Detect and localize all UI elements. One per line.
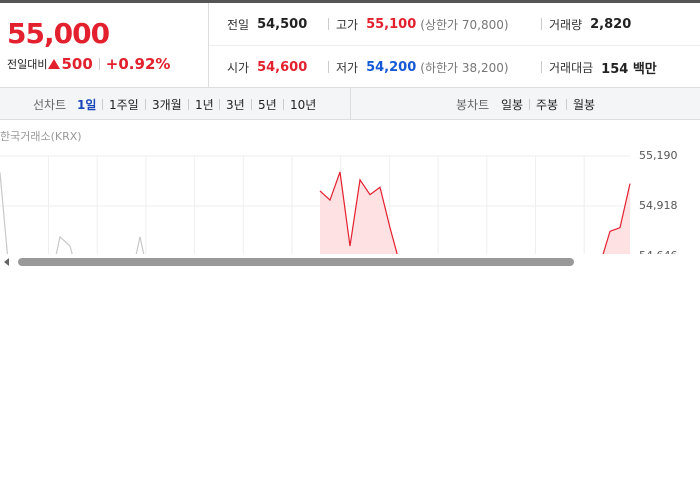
change: 전일대비 500 +0.92%	[7, 55, 170, 73]
change-value: 500	[61, 55, 93, 73]
stat-label: 저가	[336, 60, 359, 75]
chart-source: 한국거래소(KRX)	[0, 130, 82, 143]
quote-header: 55,000 전일대비 500 +0.92% 전일 54,500 고가 55,100(…	[0, 0, 700, 88]
candle-tab[interactable]: 월봉	[573, 98, 596, 112]
divider	[145, 99, 146, 110]
stat: 전일 54,500	[227, 16, 307, 33]
divider	[219, 99, 220, 110]
price-box: 55,000 전일대비 500 +0.92%	[0, 3, 209, 88]
period-tab[interactable]: 3개월	[152, 98, 182, 112]
scrollbar[interactable]	[0, 254, 700, 268]
change-rate: +0.92%	[105, 55, 171, 73]
period-tab[interactable]: 5년	[258, 98, 277, 112]
y-tick-label: 54,646	[639, 249, 678, 254]
price: 55,000	[7, 17, 110, 50]
divider	[541, 18, 542, 30]
period-tab[interactable]: 1주일	[109, 98, 139, 112]
divider	[566, 99, 567, 110]
stat-label: 시가	[227, 60, 250, 75]
price-line	[0, 172, 145, 254]
stat-row: 시가 54,600 저가 54,200 (하한가 38,200) 거래대금 154 백만	[209, 46, 700, 88]
divider	[328, 61, 329, 73]
divider	[328, 18, 329, 30]
divider	[541, 61, 542, 73]
period-tab[interactable]: 10년	[290, 98, 317, 112]
chart-tabs: 선차트 1일 1주일 3개월 1년 3년 5년 10년 봉차트 일봉 주봉 월봉	[0, 88, 700, 120]
stat: 시가 54,600	[227, 59, 307, 76]
stat-note: (하한가 38,200)	[420, 60, 509, 75]
divider	[188, 99, 189, 110]
stat-row: 전일 54,500 고가 55,100 (상한가 70,800) 거래량 2,820	[209, 3, 700, 46]
chart: 한국거래소(KRX) 54,646 54,918 55,190	[0, 130, 678, 254]
y-tick-label: 54,918	[639, 199, 678, 212]
stat-value: 54,500	[257, 16, 308, 32]
stat-label: 거래량	[549, 17, 583, 32]
stat-note: (상한가 70,800)	[420, 17, 509, 32]
stat-value: 54,200	[366, 59, 417, 75]
divider	[98, 58, 100, 70]
stat: 저가 54,200 (하한가 38,200)	[336, 59, 509, 76]
period-tab[interactable]: 1년	[195, 98, 214, 112]
divider	[529, 99, 530, 110]
stat-label: 전일	[227, 17, 250, 32]
period-tab[interactable]: 1일	[77, 98, 97, 112]
divider	[102, 99, 103, 110]
change-label: 전일대비	[7, 58, 48, 71]
stat-value: 2,820	[590, 16, 632, 32]
stat-label: 고가	[336, 17, 359, 32]
y-tick-label: 55,190	[639, 149, 678, 162]
up-arrow	[48, 59, 61, 69]
stat: 거래량 2,820	[549, 16, 631, 33]
divider	[350, 88, 351, 119]
stat-value: 55,100	[366, 16, 417, 32]
stat: 거래대금 154 백만	[549, 58, 657, 77]
divider	[251, 99, 252, 110]
period-tab[interactable]: 3년	[226, 98, 245, 112]
candle-tab[interactable]: 일봉	[501, 98, 524, 112]
tab-group-label: 봉차트	[456, 98, 490, 112]
divider	[283, 99, 284, 110]
stat-value: 154 백만	[601, 61, 657, 77]
tab-group-label: 선차트	[33, 98, 67, 112]
stat-label: 거래대금	[549, 60, 594, 75]
stat: 고가 55,100 (상한가 70,800)	[336, 16, 509, 33]
area	[320, 171, 630, 254]
candle-tab[interactable]: 주봉	[536, 98, 559, 112]
stat-value: 54,600	[257, 59, 308, 75]
scrollbar-graphic	[4, 258, 574, 266]
price-line	[319, 171, 631, 254]
